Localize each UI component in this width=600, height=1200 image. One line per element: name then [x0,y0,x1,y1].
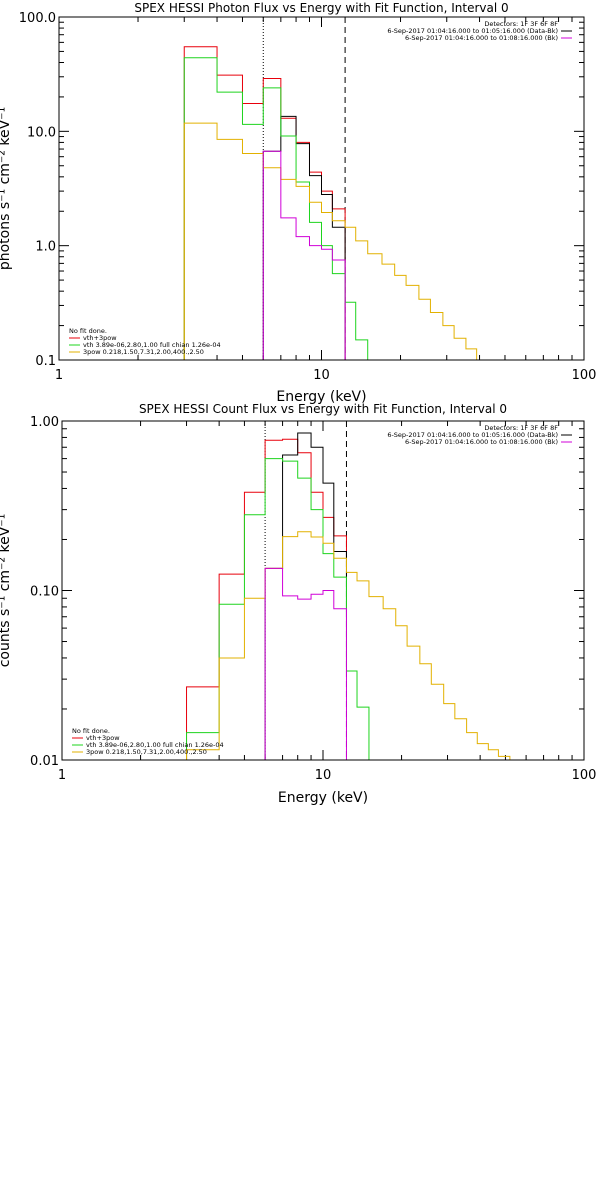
legend-entry-label: 6-Sep-2017 01:04:16.000 to 01:05:16.000 … [387,27,558,35]
legend-entry-label: vth+3pow [83,334,117,342]
y-tick-label: 0.1 [35,354,56,369]
x-axis-label: Energy (keV) [276,389,366,405]
x-tick-label: 100 [572,768,597,783]
legend-entry-label: 6-Sep-2017 01:04:16.000 to 01:05:16.000 … [387,431,558,439]
y-tick-label: 1.00 [30,415,59,430]
y-tick-label: 1.0 [35,240,56,255]
y-tick-label: 100.0 [19,11,56,26]
y-axis-label: counts s⁻¹ cm⁻² keV⁻¹ [0,514,13,668]
legend-header: No fit done. [72,727,110,735]
series-yellow-line [186,531,523,760]
legend-header: Detectors: 1F 3F 6F 8F [484,20,558,28]
chart-title: SPEX HESSI Photon Flux vs Energy with Fi… [134,1,508,15]
y-tick-label: 0.10 [30,585,59,600]
series-magenta-line [262,150,346,360]
series-black-line [262,115,346,360]
y-axis-label: photons s⁻¹ cm⁻² keV⁻¹ [0,107,13,270]
series-red-line [183,46,346,360]
series-red-line [186,438,347,760]
series-green-line [186,458,384,760]
chart-title: SPEX HESSI Count Flux vs Energy with Fit… [139,402,507,416]
legend-entry-label: vth 3.89e-06,2.80,1.00 full chian 1.26e-… [83,341,221,349]
x-tick-label: 1 [55,368,63,383]
legend-entry-label: 6-Sep-2017 01:04:16.000 to 01:08:16.000 … [405,438,558,446]
x-axis-label: Energy (keV) [278,790,368,806]
chart-1: SPEX HESSI Photon Flux vs Energy with Fi… [0,1,596,405]
plot-frame [58,16,585,361]
legend-entry-label: 6-Sep-2017 01:04:16.000 to 01:08:16.000 … [405,34,558,42]
legend-header: Detectors: 1F 3F 6F 8F [484,424,558,432]
y-tick-label: 0.01 [30,754,59,769]
x-tick-label: 10 [315,768,332,783]
x-tick-label: 100 [572,368,597,383]
legend-entry-label: 3pow 0.218,1.50,7.31,2.00,400.,2.50 [86,748,207,756]
y-tick-label: 10.0 [27,125,56,140]
legend-top-right: Detectors: 1F 3F 6F 8F6-Sep-2017 01:04:1… [387,20,572,42]
series-yellow-line [183,122,489,360]
plot-frame [61,420,585,761]
legend-top-right: Detectors: 1F 3F 6F 8F6-Sep-2017 01:04:1… [387,424,572,446]
legend-entry-label: vth+3pow [86,734,120,742]
x-tick-label: 1 [58,768,66,783]
legend-header: No fit done. [69,327,107,335]
axis-ticks: 1 10 100 0.01 0.10 1.00 [30,415,596,783]
x-tick-label: 10 [313,368,330,383]
legend-entry-label: vth 3.89e-06,2.80,1.00 full chian 1.26e-… [86,741,224,749]
series-group [186,432,523,760]
series-magenta-line [264,567,347,760]
chart-2: SPEX HESSI Count Flux vs Energy with Fit… [0,402,596,806]
series-group [183,46,489,360]
legend-entry-label: 3pow 0.218,1.50,7.31,2.00,400.,2.50 [83,348,204,356]
